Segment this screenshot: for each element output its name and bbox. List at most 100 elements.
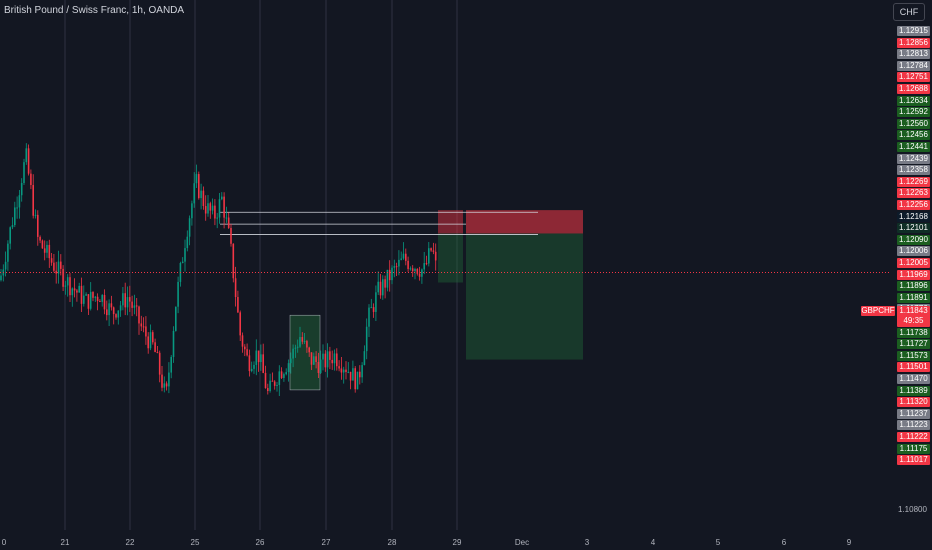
candle-body	[352, 368, 354, 381]
price-level-badge: 1.11738	[897, 327, 930, 338]
candle-body	[191, 203, 193, 219]
price-level-badge: 1.11727	[897, 339, 930, 350]
candle-body	[234, 278, 237, 298]
time-axis-label: 4	[650, 538, 656, 547]
price-level-badge: 1.12915	[897, 26, 930, 36]
current-price-label: 1.11843	[899, 306, 928, 315]
time-axis-label: 9	[846, 538, 852, 547]
candle-body	[14, 207, 16, 226]
highlight-box[interactable]	[289, 314, 321, 391]
stop-loss-zone[interactable]	[466, 210, 583, 234]
time-axis-label: 28	[387, 538, 397, 547]
candle-body	[310, 352, 313, 365]
candle-body	[340, 368, 343, 373]
candle-body	[18, 195, 21, 208]
candle-body	[432, 250, 435, 252]
candle-body	[37, 214, 39, 237]
candle-body	[395, 266, 398, 268]
take-profit-zone[interactable]	[466, 233, 583, 360]
candle-body	[269, 380, 271, 391]
candle-body	[131, 301, 133, 308]
candle-body	[248, 355, 251, 372]
candle-body	[76, 290, 78, 293]
candle-body	[359, 371, 361, 378]
candle-body	[246, 349, 248, 356]
candle-body	[264, 372, 267, 389]
candle-body	[158, 352, 161, 375]
time-axis[interactable]: 0 21 22 25 26 27 28 29 Dec 3 4 5 6 9	[0, 530, 890, 550]
candle-body	[32, 185, 34, 216]
candle-body	[342, 369, 345, 373]
price-level-badge: 1.12006	[897, 246, 930, 257]
candle-body	[227, 217, 230, 228]
candle-body	[55, 270, 57, 274]
candle-body	[145, 326, 147, 337]
candle-body	[326, 351, 329, 368]
candle-body	[96, 296, 99, 302]
time-axis-label: 6	[781, 538, 787, 547]
time-axis-label: Dec	[514, 538, 530, 547]
candle-body	[296, 346, 299, 348]
price-level-badge: 1.11470	[897, 374, 930, 384]
candle-body	[152, 332, 154, 343]
price-level-badge: 1.11573	[897, 350, 930, 361]
current-price-badge: 1.11843 49:35	[897, 306, 930, 327]
candle-body	[204, 206, 207, 214]
candle-body	[237, 297, 239, 313]
candle-body	[0, 275, 2, 281]
candle-body	[287, 363, 290, 373]
candle-body	[232, 243, 235, 279]
candle-body	[7, 243, 9, 262]
projection-stop-zone	[438, 210, 463, 234]
time-axis-label: 22	[125, 538, 135, 547]
time-axis-label: 0	[1, 538, 7, 547]
price-level-badge: 1.11237	[897, 408, 930, 419]
candle-body	[149, 332, 152, 349]
candle-body	[181, 261, 184, 263]
candle-body	[329, 351, 331, 360]
candle-body	[87, 294, 90, 309]
candle-body	[241, 335, 244, 347]
price-level-badge: 1.12005	[897, 258, 930, 268]
price-level-badge: 1.11896	[897, 281, 930, 292]
price-level-badge: 1.12784	[897, 60, 930, 71]
candle-body	[85, 294, 87, 296]
candle-body	[115, 314, 117, 318]
candle-body	[345, 369, 347, 373]
candle-body	[290, 358, 292, 364]
candle-body	[368, 307, 370, 327]
candle-body	[165, 383, 168, 387]
candle-body	[411, 268, 414, 272]
candle-body	[405, 253, 407, 261]
candle-body	[48, 244, 51, 259]
time-axis-label: 21	[60, 538, 70, 547]
candle-body	[255, 350, 258, 365]
candle-body	[46, 244, 48, 253]
candle-body	[175, 306, 177, 331]
price-axis-tick: 1.10800	[898, 505, 927, 514]
candle-body	[39, 236, 41, 241]
candle-body	[71, 288, 74, 296]
currency-button[interactable]: CHF	[893, 3, 925, 21]
price-level-badge: 1.12634	[897, 95, 930, 106]
price-level-badge: 1.12456	[897, 130, 930, 141]
price-level-badge: 1.11017	[897, 455, 930, 466]
candle-body	[244, 346, 246, 350]
price-level-badge: 1.11389	[897, 385, 930, 396]
candle-body	[57, 261, 60, 274]
candle-body	[375, 292, 377, 312]
price-level-badge: 1.11223	[897, 420, 930, 431]
candle-body	[66, 277, 69, 286]
candle-body	[299, 337, 301, 347]
candle-body	[407, 260, 409, 269]
candle-body	[414, 268, 416, 272]
candle-body	[377, 281, 379, 293]
candle-body	[211, 205, 214, 211]
candle-body	[324, 353, 327, 368]
candle-body	[168, 372, 170, 387]
candle-body	[43, 248, 46, 253]
candle-body	[188, 218, 191, 237]
candle-body	[9, 227, 11, 244]
candle-body	[303, 341, 306, 343]
